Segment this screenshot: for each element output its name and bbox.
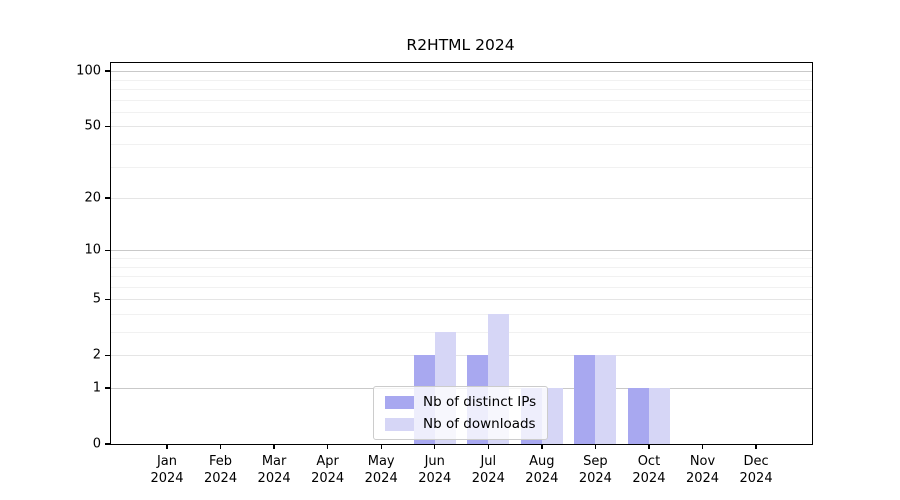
x-tick-label: Mar 2024 <box>242 453 306 487</box>
x-tick-label: Oct 2024 <box>617 453 681 487</box>
legend-swatch-distinct-ips <box>385 395 414 409</box>
minor-gridline <box>111 286 812 288</box>
major-gridline <box>111 299 812 301</box>
major-gridline <box>111 126 812 128</box>
y-tick-label: 100 <box>76 63 101 79</box>
x-tick-month: May <box>367 454 395 469</box>
y-tick-label: 5 <box>92 291 101 307</box>
major-gridline <box>111 71 812 73</box>
y-tick-label: 1 <box>92 380 101 396</box>
x-tick-year: 2024 <box>471 471 505 486</box>
x-tick-month: Sep <box>583 454 608 469</box>
minor-gridline <box>111 276 812 278</box>
x-axis-tick <box>701 444 704 449</box>
bar-downloads <box>648 388 670 444</box>
minor-gridline <box>111 266 812 268</box>
x-tick-year: 2024 <box>632 471 666 486</box>
x-tick-year: 2024 <box>578 471 612 486</box>
x-tick-year: 2024 <box>257 471 291 486</box>
x-tick-year: 2024 <box>311 471 345 486</box>
x-tick-month: Oct <box>637 454 661 469</box>
minor-gridline <box>111 111 812 113</box>
major-gridline <box>111 198 812 200</box>
x-tick-year: 2024 <box>525 471 559 486</box>
x-tick-month: Jan <box>156 454 178 469</box>
bar-distinct-ips <box>574 355 596 444</box>
major-gridline <box>111 355 812 357</box>
legend-label-downloads: Nb of downloads <box>423 416 536 432</box>
x-axis-tick <box>541 444 543 449</box>
y-axis-tick <box>105 197 111 199</box>
minor-gridline <box>111 166 812 168</box>
x-tick-label: Aug 2024 <box>510 453 574 487</box>
x-axis-tick <box>755 444 757 449</box>
y-axis-tick <box>105 125 111 128</box>
x-tick-label: Dec 2024 <box>724 453 788 487</box>
x-axis-tick <box>648 444 650 449</box>
x-axis-tick <box>326 444 329 449</box>
y-axis-tick <box>105 298 111 300</box>
x-tick-month: Mar <box>261 454 287 469</box>
x-tick-label: May 2024 <box>349 453 413 487</box>
x-tick-label: Sep 2024 <box>563 453 627 487</box>
x-tick-month: Dec <box>743 454 769 469</box>
x-tick-month: Apr <box>316 454 339 469</box>
x-tick-label: Nov 2024 <box>671 453 735 487</box>
minor-gridline <box>111 313 812 315</box>
major-gridline <box>111 250 812 252</box>
legend-label-distinct-ips: Nb of distinct IPs <box>423 394 537 410</box>
x-tick-label: Feb 2024 <box>189 453 253 487</box>
plot-area: 0 1 2 5 10 20 50 100 Jan 2024 Feb 2024 Mar 2024 Apr 202… <box>76 62 813 486</box>
axis-ticks-layer: 0 1 2 5 10 20 50 100 Jan 2024 Feb 2024 Mar 2024 Apr 202… <box>76 63 812 486</box>
legend: Nb of distinct IPs Nb of downloads <box>373 386 549 440</box>
x-tick-label: Jul 2024 <box>456 453 520 487</box>
x-tick-label: Jun 2024 <box>403 453 467 487</box>
minor-gridline <box>111 332 812 334</box>
x-axis-tick <box>166 444 168 449</box>
bar-distinct-ips <box>627 388 649 444</box>
x-tick-year: 2024 <box>364 471 398 486</box>
bar-downloads <box>595 355 617 444</box>
x-tick-year: 2024 <box>418 471 452 486</box>
x-tick-month: Nov <box>689 454 716 469</box>
minor-gridline <box>111 89 812 91</box>
minor-gridline <box>111 144 812 146</box>
x-tick-label: Apr 2024 <box>296 453 360 487</box>
y-axis-tick <box>105 443 111 445</box>
legend-item-distinct-ips: Nb of distinct IPs <box>385 394 536 410</box>
y-tick-label: 2 <box>92 347 101 363</box>
x-tick-year: 2024 <box>685 471 720 486</box>
x-tick-month: Feb <box>209 454 233 469</box>
x-axis-tick <box>594 444 597 449</box>
y-tick-label: 10 <box>84 242 101 258</box>
legend-item-downloads: Nb of downloads <box>385 416 536 432</box>
x-tick-month: Jul <box>480 454 497 469</box>
x-tick-month: Jun <box>424 454 445 469</box>
x-axis-tick <box>273 444 275 449</box>
y-tick-label: 50 <box>84 118 101 134</box>
y-axis-tick <box>105 70 111 72</box>
x-axis-tick <box>380 444 382 449</box>
x-tick-year: 2024 <box>739 471 773 486</box>
y-axis-tick <box>105 387 111 389</box>
x-axis-tick <box>219 444 222 449</box>
x-tick-month: Aug <box>529 454 555 469</box>
x-tick-year: 2024 <box>150 471 184 486</box>
y-axis-tick <box>105 249 111 251</box>
y-tick-label: 20 <box>84 190 101 206</box>
x-axis-tick <box>434 444 436 449</box>
y-axis-tick <box>105 354 111 356</box>
x-tick-label: Jan 2024 <box>135 453 199 487</box>
x-axis-tick <box>487 444 489 449</box>
chart-title: R2HTML 2024 <box>406 36 515 54</box>
x-tick-year: 2024 <box>204 471 238 486</box>
minor-gridline <box>111 258 812 259</box>
minor-gridline <box>111 99 812 101</box>
legend-swatch-downloads <box>385 417 414 431</box>
y-tick-label: 0 <box>92 436 101 452</box>
minor-gridline <box>111 79 812 81</box>
